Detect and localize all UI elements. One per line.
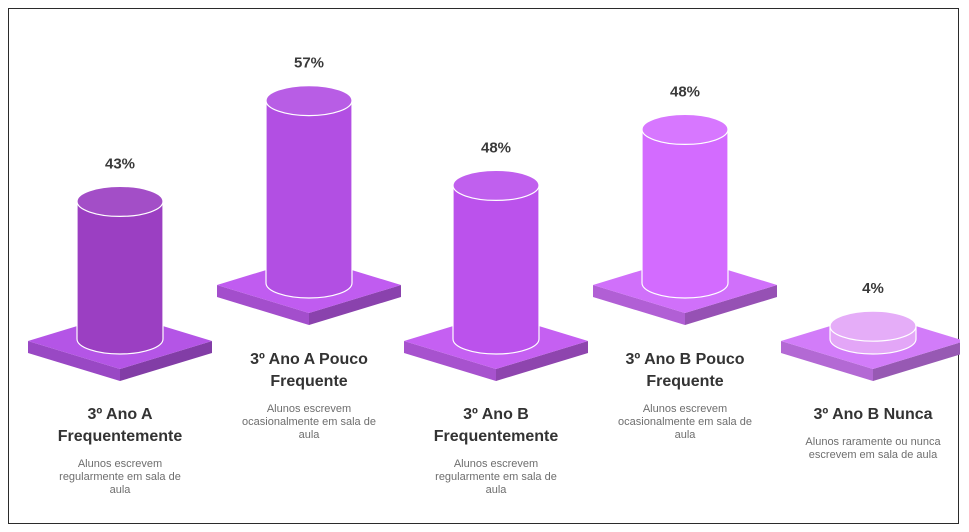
bar-plate-side-left xyxy=(593,285,685,325)
category-label: 3º Ano B Pouco Frequente xyxy=(625,351,745,390)
bar-cylinder-top xyxy=(829,310,917,342)
category-description: Alunos escrevem regularmente em sala de … xyxy=(59,458,181,496)
category-description: Alunos escrevem ocasionalmente em sala d… xyxy=(618,403,752,441)
bar-plate-side-right xyxy=(496,341,588,381)
bar-plate-side-left xyxy=(217,285,309,325)
bar-group-0: 43% xyxy=(28,155,212,381)
bar-cylinder-body xyxy=(265,100,353,299)
bar-group-2: 48% xyxy=(404,139,588,381)
bar-plate-side-left xyxy=(404,341,496,381)
category-block-0: 3º Ano A Frequentemente Alunos escrevem … xyxy=(20,404,220,497)
category-description: Alunos raramente ou nunca escrevem em sa… xyxy=(805,436,941,461)
category-block-2: 3º Ano B Frequentemente Alunos escrevem … xyxy=(396,404,596,497)
chart-frame: 43% 57% 48% 48% 4% 3º Ano A Frequentemente A… xyxy=(8,8,960,524)
category-description: Alunos escrevem ocasionalmente em sala d… xyxy=(242,403,376,441)
bar-cylinder-top xyxy=(641,113,729,146)
bar-plate-side-right xyxy=(873,342,960,381)
category-block-4: 3º Ano B Nunca Alunos raramente ou nunca… xyxy=(773,404,969,462)
value-label: 48% xyxy=(481,139,511,156)
category-label: 3º Ano A Pouco Frequente xyxy=(250,351,368,390)
bar-plate-side-left xyxy=(781,341,873,381)
category-label: 3º Ano A Frequentemente xyxy=(57,406,183,445)
bar-group-4: 4% xyxy=(781,280,960,381)
bar-cylinder-body xyxy=(641,128,729,299)
value-label: 57% xyxy=(294,55,324,72)
bar-group-1: 57% xyxy=(217,55,401,325)
bar-plate-side-right xyxy=(120,341,212,381)
bar-cylinder-top xyxy=(452,169,540,201)
bar-plate-side-right xyxy=(685,285,777,325)
category-block-3: 3º Ano B Pouco Frequente Alunos escrevem… xyxy=(585,349,785,442)
bar-cylinder-top xyxy=(76,185,164,217)
bar-cylinder-body xyxy=(76,200,164,355)
bar-group-3: 48% xyxy=(593,83,777,325)
value-label: 43% xyxy=(105,155,135,172)
category-label: 3º Ano B Frequentemente xyxy=(433,406,559,445)
bar-cylinder-body xyxy=(452,184,540,355)
bar-plate-side-left xyxy=(28,341,120,381)
bar-cylinder-top xyxy=(265,84,353,117)
cylinder-bar-chart: 43% 57% 48% 48% 4% xyxy=(28,55,960,381)
bar-plate-side-right xyxy=(309,285,401,325)
category-label: 3º Ano B Nunca xyxy=(813,406,933,423)
category-description: Alunos escrevem regularmente em sala de … xyxy=(435,458,557,496)
value-label: 4% xyxy=(862,280,884,297)
value-label: 48% xyxy=(670,83,700,100)
category-block-1: 3º Ano A Pouco Frequente Alunos escrevem… xyxy=(209,349,409,442)
